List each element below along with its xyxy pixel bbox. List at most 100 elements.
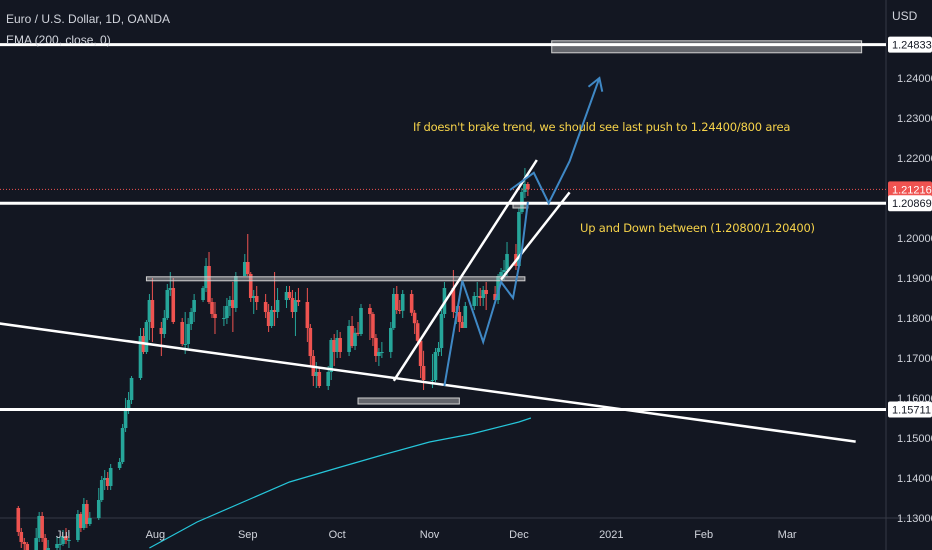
candle bbox=[165, 284, 170, 320]
candle-body bbox=[499, 272, 503, 276]
time-tick-label: 2021 bbox=[599, 529, 623, 541]
candle bbox=[371, 312, 375, 346]
candle bbox=[213, 302, 217, 334]
candle-body bbox=[46, 548, 50, 550]
candle bbox=[129, 376, 134, 404]
candle-body bbox=[108, 468, 113, 486]
candle bbox=[189, 308, 193, 330]
candle bbox=[37, 512, 41, 542]
candle bbox=[284, 286, 289, 308]
price-tick-label: 1.20000 bbox=[897, 233, 932, 245]
price-tick-label: 1.18000 bbox=[897, 313, 932, 325]
candle-body bbox=[389, 328, 393, 352]
trendlines bbox=[0, 159, 856, 443]
candle-body bbox=[377, 352, 381, 356]
candle bbox=[439, 310, 444, 356]
price-tick-label: 1.24000 bbox=[897, 73, 932, 85]
candle bbox=[463, 302, 468, 328]
candle-body bbox=[189, 312, 193, 324]
candle-body bbox=[347, 326, 351, 352]
candle-body bbox=[433, 352, 438, 380]
candle bbox=[67, 532, 71, 548]
candle-body bbox=[76, 514, 80, 540]
candle-body bbox=[332, 340, 336, 352]
candle-body bbox=[234, 276, 238, 308]
trendline bbox=[0, 322, 856, 443]
candle bbox=[46, 540, 50, 550]
candle bbox=[275, 288, 280, 318]
candle bbox=[484, 282, 488, 310]
candle-body bbox=[248, 274, 253, 298]
candle-body bbox=[475, 296, 480, 297]
time-tick-label: Mar bbox=[778, 529, 797, 541]
candle bbox=[269, 306, 274, 328]
candle bbox=[526, 182, 530, 196]
candle bbox=[58, 536, 62, 550]
candle-body bbox=[171, 288, 176, 322]
candle-body bbox=[436, 348, 441, 352]
candle bbox=[180, 318, 184, 346]
candle bbox=[293, 292, 298, 336]
symbol-title[interactable]: Euro / U.S. Dollar, 1D, OANDA bbox=[6, 12, 171, 26]
candle-body bbox=[287, 292, 292, 298]
price-tick-label: 1.14000 bbox=[897, 473, 932, 485]
candle-body bbox=[207, 266, 211, 302]
candle-body bbox=[40, 516, 44, 538]
candle-body bbox=[368, 308, 372, 314]
level-price-badge bbox=[888, 195, 932, 212]
currency-label[interactable]: USD bbox=[892, 9, 918, 23]
candle bbox=[19, 528, 24, 548]
candle bbox=[409, 290, 414, 316]
candle bbox=[43, 534, 47, 550]
candle bbox=[82, 498, 86, 530]
candle-body bbox=[147, 300, 152, 322]
indicator-label[interactable]: EMA (200, close, 0) bbox=[6, 33, 111, 47]
candle-body bbox=[350, 326, 354, 346]
candle-body bbox=[263, 302, 268, 312]
candle bbox=[186, 318, 190, 348]
candle bbox=[335, 330, 339, 358]
candle bbox=[263, 294, 268, 318]
candle bbox=[245, 234, 250, 276]
candle bbox=[79, 512, 83, 532]
ema-200-path bbox=[149, 417, 532, 549]
candle-body bbox=[496, 276, 500, 300]
candle-body bbox=[43, 538, 47, 550]
candle-body bbox=[374, 338, 378, 356]
candle bbox=[400, 290, 405, 318]
projection-path bbox=[509, 77, 601, 206]
candle-body bbox=[165, 290, 170, 318]
candle-body bbox=[186, 324, 190, 344]
candle-body bbox=[457, 312, 462, 322]
candle bbox=[201, 286, 205, 302]
candle-body bbox=[79, 514, 83, 528]
candle bbox=[457, 306, 462, 332]
candle-body bbox=[251, 296, 256, 298]
candle bbox=[308, 324, 313, 366]
candle bbox=[123, 398, 128, 432]
candle-body bbox=[338, 338, 342, 352]
candle-body bbox=[430, 380, 435, 381]
candle bbox=[76, 510, 80, 542]
candle bbox=[171, 278, 176, 324]
candle bbox=[150, 278, 155, 342]
candle bbox=[391, 288, 396, 330]
candle bbox=[168, 272, 173, 296]
candle bbox=[436, 342, 441, 356]
candle bbox=[225, 298, 229, 324]
candle-body bbox=[61, 536, 65, 544]
candle bbox=[147, 294, 152, 340]
candle bbox=[412, 310, 417, 334]
price-zone bbox=[357, 397, 460, 405]
candle bbox=[347, 320, 351, 356]
candle-body bbox=[269, 310, 274, 326]
time-scale[interactable]: Jul Aug Sep Oct Nov Dec 2021 Feb Mar bbox=[56, 529, 797, 541]
candle bbox=[305, 288, 310, 342]
price-scale[interactable]: 1.130001.140001.150001.160001.170001.180… bbox=[888, 36, 932, 525]
candle-body bbox=[296, 300, 301, 302]
time-tick-label: Jul bbox=[56, 529, 70, 541]
candle-body bbox=[463, 306, 468, 328]
